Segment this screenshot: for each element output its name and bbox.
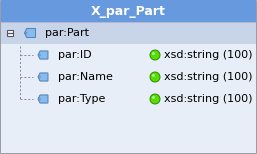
Circle shape	[150, 50, 160, 60]
Circle shape	[39, 76, 40, 78]
Circle shape	[39, 54, 40, 56]
FancyBboxPatch shape	[1, 1, 256, 153]
Text: par:Part: par:Part	[45, 28, 89, 38]
Text: xsd:string (100): xsd:string (100)	[164, 94, 252, 104]
Text: par:Name: par:Name	[58, 72, 113, 82]
Circle shape	[152, 74, 155, 77]
Text: xsd:string (100): xsd:string (100)	[164, 72, 252, 82]
Text: X_par_Part: X_par_Part	[91, 4, 166, 18]
Polygon shape	[24, 28, 35, 38]
Text: par:ID: par:ID	[58, 50, 92, 60]
FancyBboxPatch shape	[1, 0, 256, 22]
Polygon shape	[38, 95, 48, 103]
Circle shape	[152, 52, 155, 55]
Polygon shape	[38, 51, 48, 59]
Polygon shape	[38, 73, 48, 81]
Circle shape	[39, 98, 40, 100]
FancyBboxPatch shape	[7, 30, 13, 36]
Text: xsd:string (100): xsd:string (100)	[164, 50, 252, 60]
FancyBboxPatch shape	[1, 22, 256, 44]
Circle shape	[25, 32, 27, 34]
Text: par:Type: par:Type	[58, 94, 105, 104]
Circle shape	[150, 94, 160, 104]
FancyBboxPatch shape	[1, 44, 256, 153]
Circle shape	[152, 96, 155, 99]
Circle shape	[150, 72, 160, 82]
